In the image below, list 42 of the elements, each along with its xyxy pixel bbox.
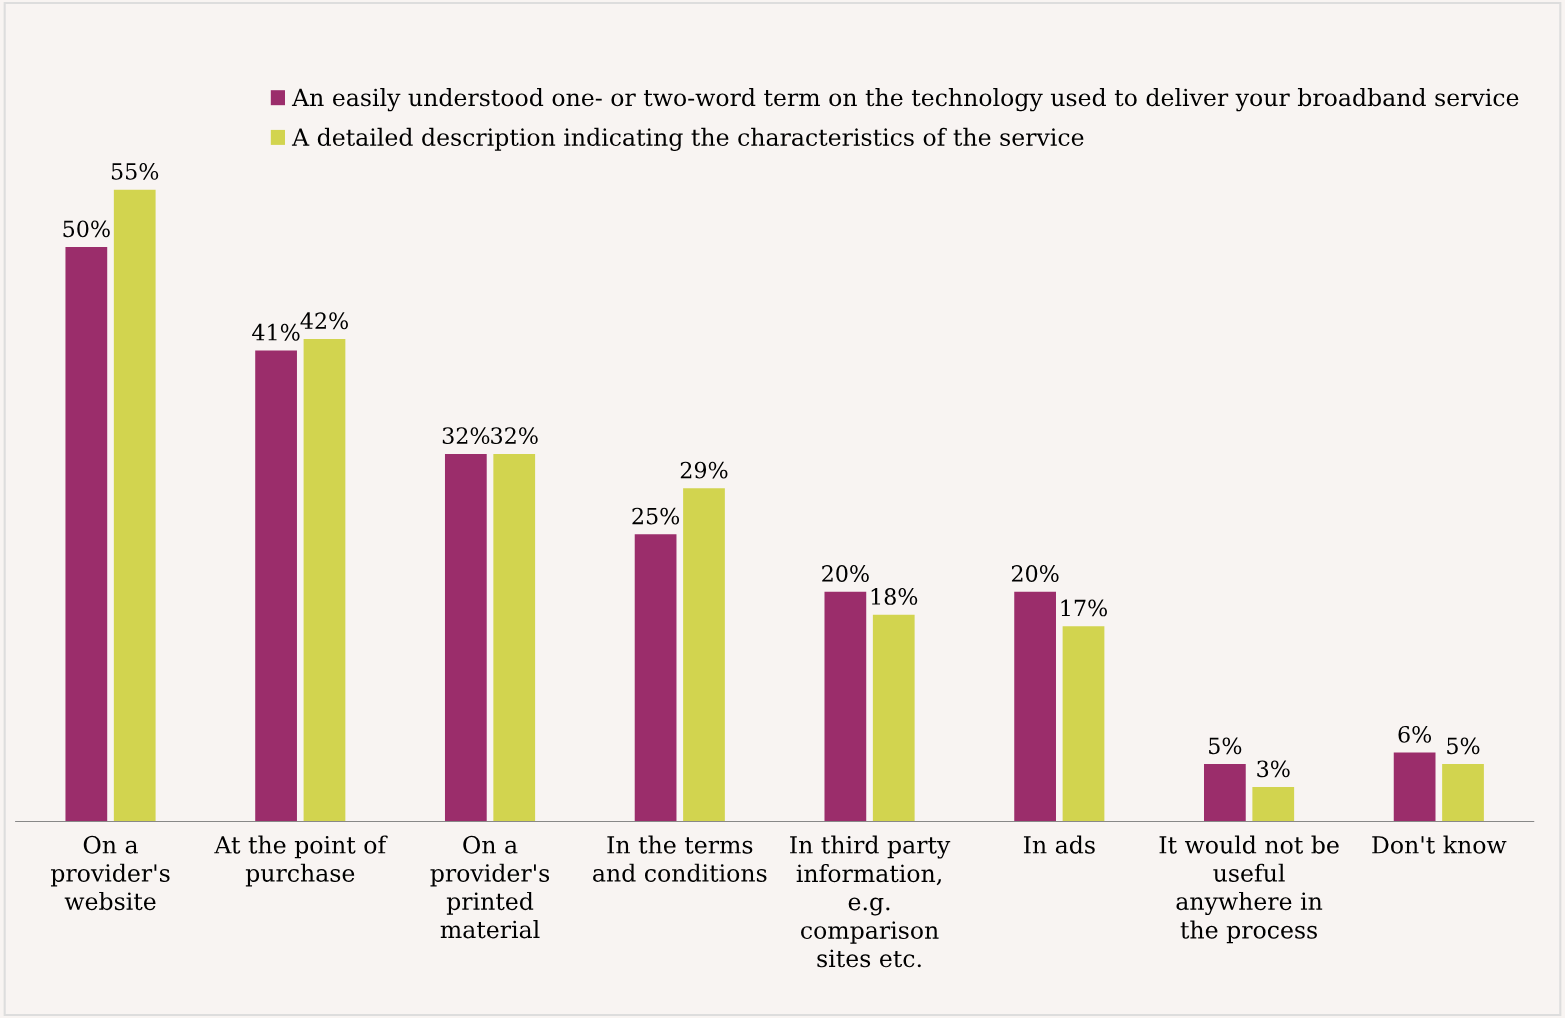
- x-tick-label: On a provider's website: [50, 835, 170, 911]
- bar: [872, 614, 915, 822]
- data-label: 41%: [252, 323, 300, 341]
- data-label: 3%: [1257, 760, 1290, 778]
- x-tick-label: It would not be useful anywhere in the process: [1159, 835, 1339, 944]
- bar: [255, 350, 297, 822]
- data-label: 50%: [63, 220, 110, 238]
- data-label: 6%: [1398, 725, 1432, 743]
- bar: [444, 453, 487, 822]
- data-label: 20%: [822, 565, 869, 582]
- bar: [493, 453, 536, 822]
- bar: [113, 189, 156, 822]
- bar: [303, 339, 346, 822]
- legend-label: An easily understood one- or two-word term on the technology used to deliver your broadband service: [291, 88, 1519, 112]
- legend-label: A detailed description indicating the characteristics of the service: [291, 127, 1084, 151]
- bar: [824, 591, 867, 822]
- data-label: 42%: [300, 312, 348, 330]
- x-tick-label: In third party information, e.g. comparison sites etc.: [790, 835, 951, 968]
- data-label: 55%: [111, 162, 159, 180]
- x-tick-label: On a provider's printed material: [430, 835, 550, 939]
- bar: [683, 488, 725, 822]
- bar: [65, 247, 108, 822]
- data-label: 25%: [632, 507, 680, 525]
- bar: [1252, 787, 1295, 822]
- bar: [1442, 764, 1484, 822]
- x-tick-label: In ads: [1023, 835, 1095, 854]
- data-label: 32%: [442, 427, 490, 445]
- data-label: 20%: [1011, 565, 1059, 582]
- data-label: 29%: [680, 461, 728, 479]
- bar: [1014, 591, 1056, 822]
- bar: [1062, 626, 1105, 822]
- x-tick-label: In the terms and conditions: [593, 835, 767, 882]
- x-tick-label: At the point of purchase: [214, 835, 388, 887]
- data-label: 5%: [1447, 737, 1480, 755]
- data-label: 17%: [1061, 599, 1107, 617]
- bar: [634, 534, 677, 822]
- bar: [1204, 764, 1246, 822]
- data-label: 18%: [871, 588, 918, 605]
- data-label: 5%: [1209, 737, 1242, 755]
- bar: [1393, 752, 1436, 822]
- x-tick-label: Don't know: [1372, 835, 1507, 854]
- data-label: 32%: [491, 427, 538, 445]
